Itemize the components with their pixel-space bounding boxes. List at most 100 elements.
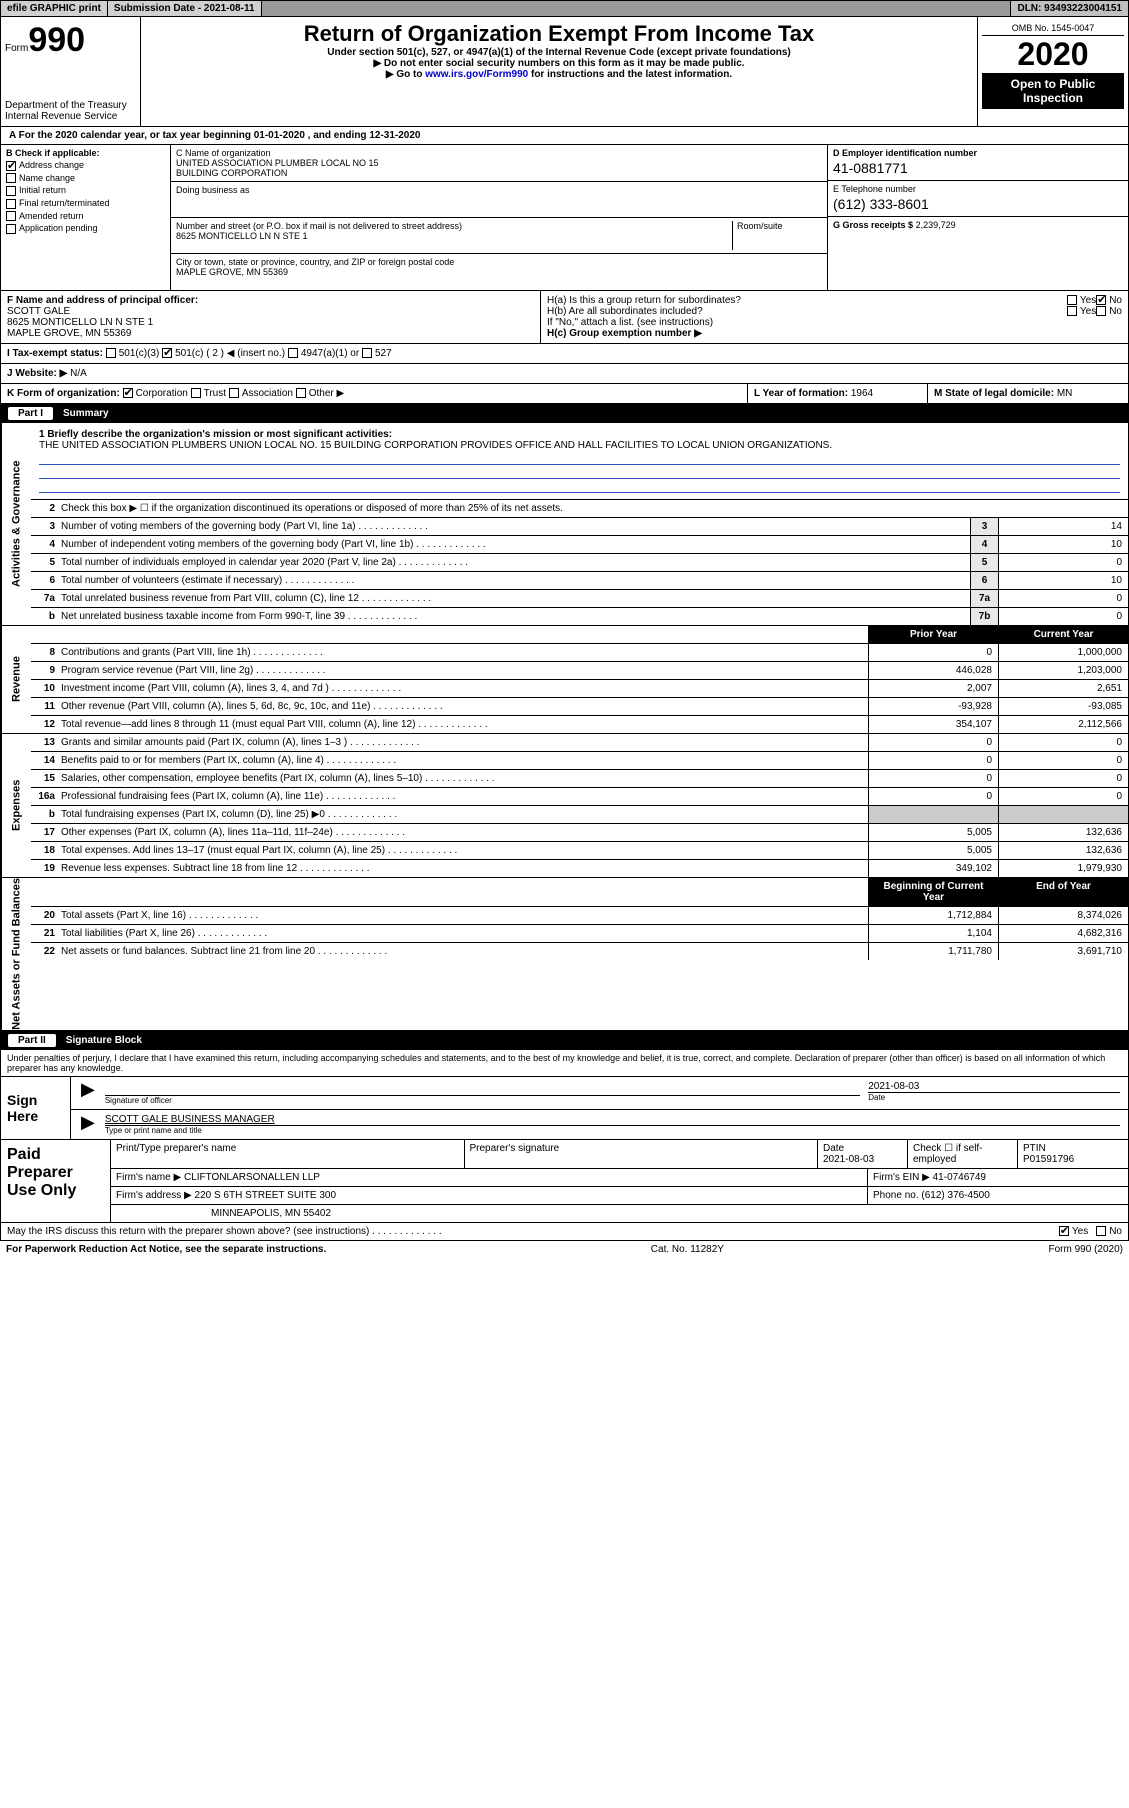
chk-initial-return[interactable] — [6, 186, 16, 196]
ha-yes-cb[interactable] — [1067, 295, 1077, 305]
m-label: M State of legal domicile: — [934, 388, 1054, 399]
expenses-section: Expenses 13Grants and similar amounts pa… — [0, 734, 1129, 878]
table-row: 19Revenue less expenses. Subtract line 1… — [31, 860, 1128, 877]
table-row: 8Contributions and grants (Part VIII, li… — [31, 644, 1128, 662]
ha-no-cb[interactable] — [1096, 295, 1106, 305]
k-opt-2: Association — [242, 388, 293, 399]
chk-label-0: Address change — [19, 160, 84, 170]
form-note1: Do not enter social security numbers on … — [145, 58, 973, 69]
note2-pre: Go to — [396, 69, 425, 80]
k-label: K Form of organization: — [7, 388, 120, 399]
revenue-side-label: Revenue — [1, 626, 31, 733]
chk-address-change[interactable] — [6, 161, 16, 171]
chk-final-return[interactable] — [6, 199, 16, 209]
i-row: I Tax-exempt status: 501(c)(3) 501(c) ( … — [0, 344, 1129, 364]
sign-here-label: Sign Here — [1, 1077, 71, 1139]
discuss-no-cb[interactable] — [1096, 1226, 1106, 1236]
k-cb-3[interactable] — [296, 388, 306, 398]
title-block: Return of Organization Exempt From Incom… — [141, 17, 978, 126]
footer-mid: Cat. No. 11282Y — [651, 1244, 724, 1255]
i-cb-1[interactable] — [162, 348, 172, 358]
sign-arrow-icon: ▶ — [75, 1079, 101, 1107]
phone-value: (612) 333-8601 — [833, 196, 1123, 212]
efile-button[interactable]: efile GRAPHIC print — [1, 1, 108, 16]
hb-yes-cb[interactable] — [1067, 306, 1077, 316]
j-label: J Website: ▶ — [7, 368, 67, 379]
sign-block: Sign Here ▶ Signature of officer 2021-08… — [0, 1077, 1129, 1140]
c-name-label: C Name of organization — [176, 148, 822, 158]
i-cb-0[interactable] — [106, 348, 116, 358]
activities-section: Activities & Governance 1 Briefly descri… — [0, 423, 1129, 626]
discuss-yes-cb[interactable] — [1059, 1226, 1069, 1236]
sig-officer-cap: Signature of officer — [105, 1095, 860, 1105]
prior-year-head: Prior Year — [868, 626, 998, 643]
k-cb-1[interactable] — [191, 388, 201, 398]
chk-amended[interactable] — [6, 211, 16, 221]
form990-link[interactable]: www.irs.gov/Form990 — [425, 69, 528, 80]
discuss-q: May the IRS discuss this return with the… — [7, 1226, 1059, 1237]
netassets-section: Net Assets or Fund Balances Beginning of… — [0, 878, 1129, 1031]
part2-num: Part II — [8, 1034, 56, 1047]
org-street: 8625 MONTICELLO LN N STE 1 — [176, 231, 732, 241]
firm-ph-lab: Phone no. — [873, 1190, 919, 1201]
k-cb-0[interactable] — [123, 388, 133, 398]
header: Form990 Department of the Treasury Inter… — [0, 17, 1129, 127]
footer-left: For Paperwork Reduction Act Notice, see … — [6, 1244, 326, 1255]
officer-addr1: 8625 MONTICELLO LN N STE 1 — [7, 317, 534, 328]
footer: For Paperwork Reduction Act Notice, see … — [0, 1241, 1129, 1258]
i-cb-3[interactable] — [362, 348, 372, 358]
org-name: UNITED ASSOCIATION PLUMBER LOCAL NO 15 B… — [176, 158, 822, 178]
ein-value: 41-0881771 — [833, 160, 1123, 176]
declaration-text: Under penalties of perjury, I declare th… — [0, 1050, 1129, 1077]
officer-addr2: MAPLE GROVE, MN 55369 — [7, 328, 534, 339]
preparer-block: Paid Preparer Use Only Print/Type prepar… — [0, 1140, 1129, 1223]
signer-name: SCOTT GALE BUSINESS MANAGER — [105, 1114, 1120, 1125]
topbar-spacer — [262, 1, 1012, 16]
fh-row: F Name and address of principal officer:… — [0, 291, 1129, 344]
prep-date: 2021-08-03 — [823, 1154, 874, 1165]
chk-label-1: Name change — [19, 173, 75, 183]
part1-num: Part I — [8, 407, 53, 420]
table-row: 16aProfessional fundraising fees (Part I… — [31, 788, 1128, 806]
d-label: D Employer identification number — [833, 148, 1123, 158]
discuss-yes: Yes — [1072, 1226, 1088, 1237]
line-a-taxyear: A For the 2020 calendar year, or tax yea… — [0, 127, 1129, 145]
part2-title: Signature Block — [66, 1035, 142, 1046]
table-row: 11Other revenue (Part VIII, column (A), … — [31, 698, 1128, 716]
chk-app-pending[interactable] — [6, 224, 16, 234]
table-row: 20Total assets (Part X, line 16)1,712,88… — [31, 907, 1128, 925]
k-opt-0: Corporation — [136, 388, 188, 399]
sign-date: 2021-08-03 — [868, 1081, 1120, 1092]
part1-title: Summary — [63, 408, 109, 419]
form-number: 990 — [28, 21, 85, 59]
omb-number: OMB No. 1545-0047 — [982, 21, 1124, 36]
line2-text: Check this box ▶ ☐ if the organization d… — [59, 500, 1128, 517]
k-cb-2[interactable] — [229, 388, 239, 398]
ptin-lab: PTIN — [1023, 1143, 1046, 1154]
footer-right: Form 990 (2020) — [1049, 1244, 1123, 1255]
dln: DLN: 93493223004151 — [1011, 1, 1128, 16]
submission-date: Submission Date - 2021-08-11 — [108, 1, 262, 16]
i-label: I Tax-exempt status: — [7, 348, 103, 359]
chk-label-2: Initial return — [19, 185, 66, 195]
hb-no: No — [1109, 306, 1122, 317]
c-room-label: Room/suite — [732, 221, 822, 250]
hc-label: H(c) Group exemption number ▶ — [547, 328, 1122, 339]
netassets-side-label: Net Assets or Fund Balances — [1, 878, 31, 1030]
website-value: N/A — [70, 368, 87, 379]
box-b-label: B Check if applicable: — [6, 148, 165, 158]
year-box: OMB No. 1545-0047 2020 Open to Public In… — [978, 17, 1128, 126]
firm-ein: 41-0746749 — [933, 1172, 986, 1183]
firm-city: MINNEAPOLIS, MN 55402 — [111, 1205, 1128, 1222]
top-bar: efile GRAPHIC print Submission Date - 20… — [0, 0, 1129, 17]
prep-sig-label: Preparer's signature — [465, 1140, 819, 1168]
ptin-val: P01591796 — [1023, 1154, 1074, 1165]
i-cb-2[interactable] — [288, 348, 298, 358]
mission-rule — [39, 465, 1120, 479]
mission-rule — [39, 479, 1120, 493]
hb-no-cb[interactable] — [1096, 306, 1106, 316]
chk-name-change[interactable] — [6, 173, 16, 183]
form-prefix: Form — [5, 43, 28, 54]
box-deg: D Employer identification number 41-0881… — [828, 145, 1128, 290]
hb-yes: Yes — [1080, 306, 1096, 317]
